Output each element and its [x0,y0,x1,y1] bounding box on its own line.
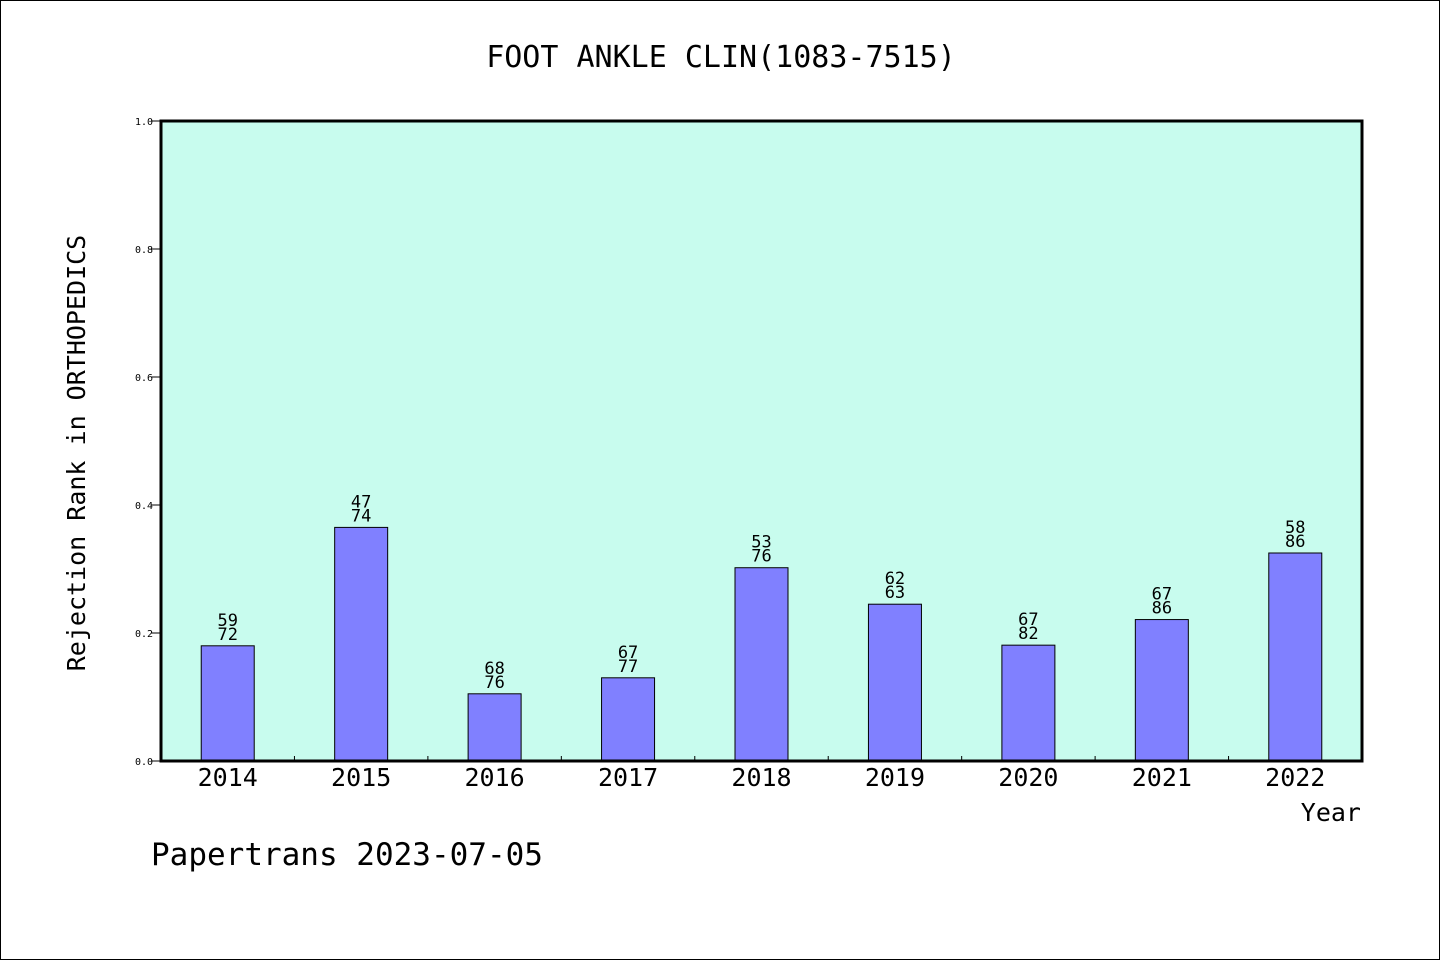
x-tick-label: 2016 [465,763,525,792]
bar-label-bottom: 76 [751,547,771,567]
x-tick-label: 2020 [998,763,1058,792]
bar-label-top: 58 [1285,518,1305,538]
bar-label-bottom: 86 [1285,532,1305,552]
bar-label-top: 53 [751,533,771,553]
bar-label-top: 62 [885,569,905,589]
y-tick-label: 0.6 [135,373,153,384]
x-tick-label: 2018 [731,763,791,792]
bar-label-top: 59 [217,611,237,631]
x-tick-label: 2022 [1265,763,1325,792]
bar-label-bottom: 72 [217,625,237,645]
bar-label-bottom: 77 [618,657,638,677]
bar-2015 [334,526,389,762]
bar-label-top: 47 [351,492,371,512]
plot-border [159,119,1364,763]
bar-2022 [1268,552,1323,762]
bar-2018 [734,567,789,762]
bar-label-top: 67 [1152,585,1172,605]
bar-2016 [467,693,522,762]
x-tick-label: 2021 [1132,763,1192,792]
y-axis-label: Rejection Rank in ORTHOPEDICS [62,235,91,672]
chart-title: FOOT ANKLE CLIN(1083-7515) [486,40,956,75]
x-axis: 2014 2015 2016 2017 2018 2019 2020 2021 2022 [198,756,1325,792]
y-tick-label: 0.4 [135,501,153,512]
x-axis-label: Year [1301,798,1361,827]
bar-label-top: 68 [484,659,504,679]
bar-label-top: 67 [618,643,638,663]
x-tick-label: 2019 [865,763,925,792]
bar-2017 [601,677,656,762]
x-tick-label: 2015 [331,763,391,792]
bar-2020 [1001,644,1056,762]
y-tick-label: 1.0 [135,117,153,128]
y-tick-label: 0.8 [135,245,153,256]
x-tick-label: 2017 [598,763,658,792]
y-tick-label: 0.2 [135,629,153,640]
bar-label-top: 67 [1018,610,1038,630]
bar-2019 [867,603,922,762]
footer-stamp: Papertrans 2023-07-05 [151,837,543,873]
bar-label-bottom: 86 [1152,599,1172,619]
bar-label-bottom: 76 [484,673,504,693]
bar-label-bottom: 74 [351,506,371,526]
y-axis: 0.0 0.2 0.4 0.6 0.8 1.0 [135,117,161,768]
bar-2021 [1134,619,1189,762]
y-tick-label: 0.0 [135,757,153,768]
bar-label-bottom: 82 [1018,624,1038,644]
bar-label-bottom: 63 [885,583,905,603]
bar-2014 [200,645,255,762]
x-tick-label: 2014 [198,763,258,792]
